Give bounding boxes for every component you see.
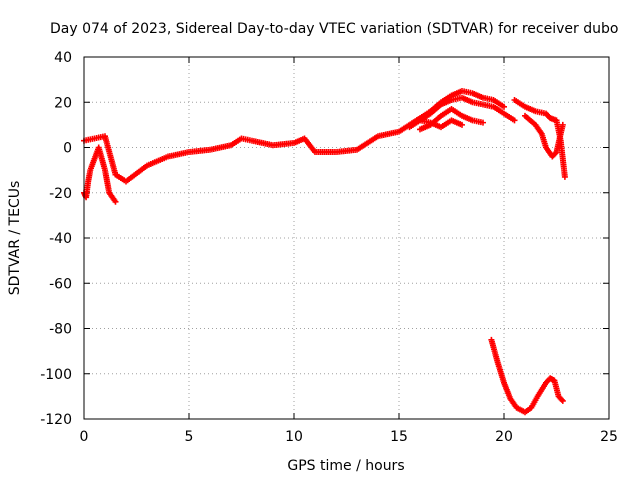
y-tick-label: -60 bbox=[49, 276, 72, 292]
y-tick-label: 0 bbox=[63, 141, 72, 157]
x-tick-label: 20 bbox=[495, 429, 513, 445]
series-late-arc bbox=[522, 112, 566, 160]
y-tick-label: -80 bbox=[49, 322, 72, 338]
series-early-excursion bbox=[81, 144, 119, 205]
series-low-segment bbox=[488, 336, 566, 416]
x-tick-label: 0 bbox=[80, 429, 89, 445]
data-point bbox=[112, 198, 119, 205]
data-point bbox=[552, 150, 559, 157]
y-tick-label: -100 bbox=[40, 367, 72, 383]
series-late-segment bbox=[511, 96, 568, 180]
data-point bbox=[480, 119, 486, 126]
data-point bbox=[559, 397, 566, 404]
y-tick-label: -20 bbox=[49, 186, 72, 202]
data-point bbox=[511, 117, 518, 124]
y-tick-label: 40 bbox=[54, 50, 72, 66]
data-point bbox=[559, 121, 566, 128]
grid bbox=[84, 57, 609, 419]
chart-title: Day 074 of 2023, Sidereal Day-to-day VTE… bbox=[50, 21, 618, 37]
x-tick-label: 25 bbox=[600, 429, 618, 445]
data-point bbox=[561, 173, 568, 180]
series-upper-band-c bbox=[417, 117, 465, 131]
plot-frame bbox=[83, 56, 610, 420]
y-tick-label: -40 bbox=[49, 231, 72, 247]
data-marks bbox=[81, 87, 568, 416]
y-axis-label: SDTVAR / TECUs bbox=[7, 181, 23, 296]
x-tick-label: 15 bbox=[390, 429, 408, 445]
data-point bbox=[459, 121, 465, 128]
x-tick-label: 5 bbox=[185, 429, 194, 445]
x-tick-label: 10 bbox=[285, 429, 303, 445]
data-point bbox=[501, 103, 507, 110]
y-tick-label: 20 bbox=[54, 95, 72, 111]
series-upper-band-a bbox=[406, 94, 518, 131]
y-tick-label: -120 bbox=[40, 412, 72, 428]
data-point bbox=[558, 396, 565, 403]
x-axis-label: GPS time / hours bbox=[287, 458, 404, 474]
